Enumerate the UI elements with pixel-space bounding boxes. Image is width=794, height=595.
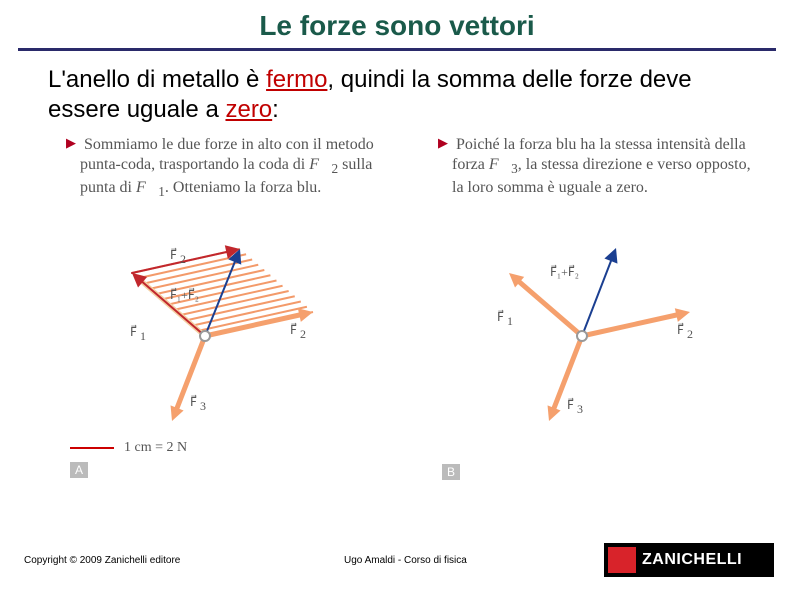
triangle-bullet-icon: ▶	[438, 135, 448, 150]
svg-text:F⃗: F⃗	[677, 322, 684, 337]
diagram-row: ▶ Sommiamo le due forze in alto con il m…	[0, 125, 794, 481]
svg-text:F⃗: F⃗	[497, 309, 504, 324]
triangle-bullet-icon: ▶	[66, 135, 76, 150]
svg-text:1: 1	[140, 329, 146, 343]
panel-b-caption: ▶ Poiché la forza blu ha la stessa inten…	[432, 135, 764, 221]
cap-b-vec1: F⃗	[489, 156, 511, 173]
svg-text:2: 2	[300, 327, 306, 341]
panel-b: ▶ Poiché la forza blu ha la stessa inten…	[432, 135, 764, 481]
svg-text:2: 2	[687, 327, 693, 341]
body-post: :	[272, 96, 279, 123]
footer-center: Ugo Amaldi - Corso di fisica	[324, 555, 604, 566]
cap-a-vec1: F⃗	[309, 156, 331, 173]
footer-copyright: Copyright © 2009 Zanichelli editore	[0, 555, 324, 566]
svg-text:F⃗: F⃗	[290, 322, 297, 337]
body-underline-fermo: fermo	[266, 66, 327, 93]
svg-text:2: 2	[180, 252, 186, 266]
svg-text:1: 1	[507, 314, 513, 328]
panel-letter-a: A	[70, 462, 88, 478]
cap-b-sub1: 3	[511, 161, 518, 176]
svg-text:F⃗₁+F⃗₂: F⃗₁+F⃗₂	[550, 264, 579, 279]
footer: Copyright © 2009 Zanichelli editore Ugo …	[0, 543, 794, 577]
scale-text: 1 cm = 2 N	[124, 440, 187, 456]
logo-red-square-icon	[608, 547, 636, 573]
svg-text:F⃗: F⃗	[190, 394, 197, 409]
scale-row: 1 cm = 2 N	[60, 440, 392, 456]
panel-letter-b: B	[442, 464, 460, 480]
diagram-a: F⃗2F⃗3F⃗1F⃗2F⃗₁+F⃗₂	[60, 221, 370, 436]
cap-a-post: . Otteniamo la forza blu.	[165, 179, 321, 196]
svg-text:F⃗: F⃗	[567, 397, 574, 412]
svg-text:F⃗₁+F⃗₂: F⃗₁+F⃗₂	[170, 287, 199, 302]
title-text: Le forze sono vettori	[259, 10, 534, 41]
panel-a: ▶ Sommiamo le due forze in alto con il m…	[60, 135, 392, 481]
svg-text:F⃗: F⃗	[130, 324, 137, 339]
body-pre1: L'anello di metallo è	[48, 66, 266, 93]
svg-text:F⃗: F⃗	[170, 247, 177, 262]
panel-a-caption: ▶ Sommiamo le due forze in alto con il m…	[60, 135, 392, 221]
scale-bar-icon	[70, 447, 114, 449]
zanichelli-logo: ZANICHELLI	[604, 543, 774, 577]
body-underline-zero: zero	[225, 96, 272, 123]
diagram-b: F⃗1F⃗2F⃗3F⃗₁+F⃗₂	[432, 221, 742, 436]
svg-text:3: 3	[577, 402, 583, 416]
logo-text: ZANICHELLI	[642, 551, 742, 569]
body-text: L'anello di metallo è fermo, quindi la s…	[0, 51, 794, 125]
cap-a-vec2: F⃗	[136, 179, 158, 196]
slide-title: Le forze sono vettori	[0, 0, 794, 48]
cap-a-sub2: 1	[158, 184, 165, 199]
svg-text:3: 3	[200, 399, 206, 413]
